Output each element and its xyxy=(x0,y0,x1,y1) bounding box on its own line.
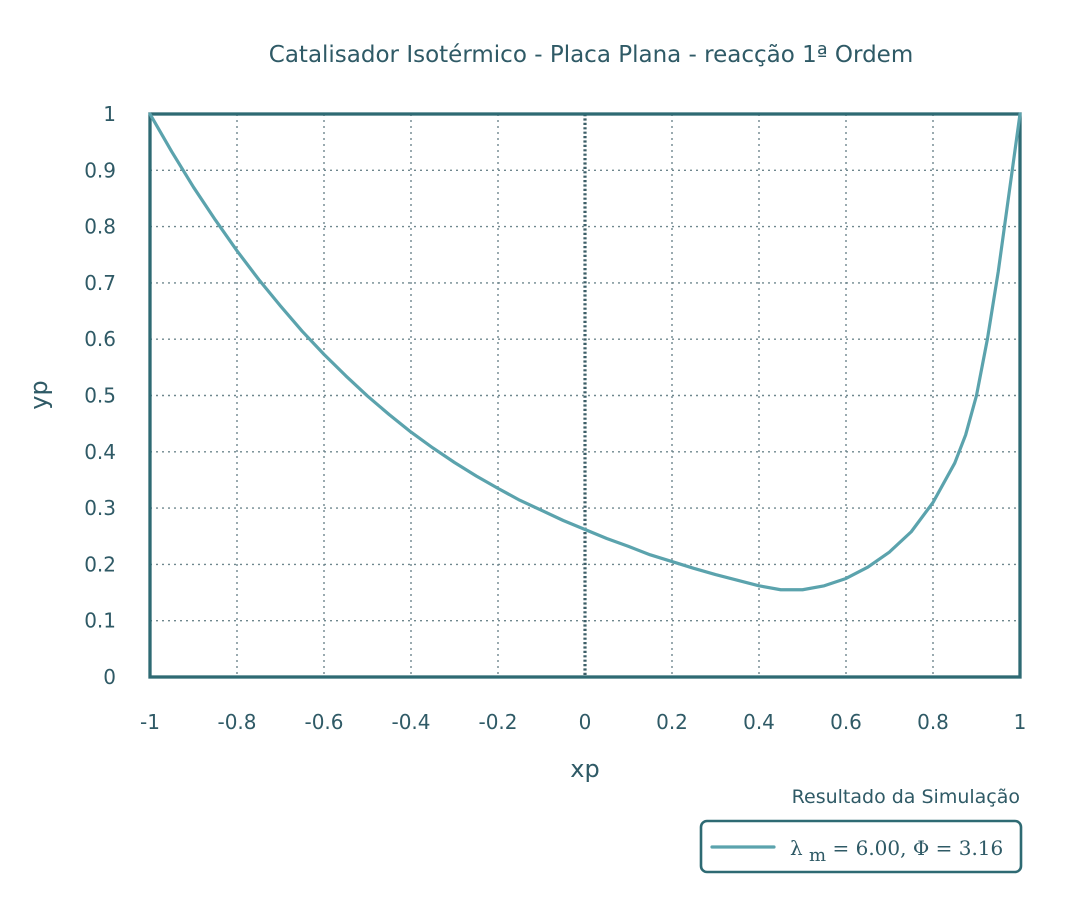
legend-box xyxy=(699,819,1023,874)
x-tick-label: 0 xyxy=(579,710,592,734)
y-tick-label: 1 xyxy=(103,102,116,126)
y-tick-label: 0.7 xyxy=(84,271,116,295)
series-layer xyxy=(148,112,1022,592)
legend: Resultado da Simulação λ m = 6.00, Φ = 3… xyxy=(699,786,1023,874)
x-tick-label: 1 xyxy=(1014,710,1027,734)
y-tick-label: 0.5 xyxy=(84,384,116,408)
legend-series-text: = 6.00, Φ = 3.16 xyxy=(832,836,1003,860)
legend-series-symbol: λ xyxy=(790,836,803,860)
x-axis-label: xp xyxy=(570,755,599,783)
y-tick-label: 0.2 xyxy=(84,552,116,576)
y-axis-label: yp xyxy=(25,380,53,409)
x-tick-label: -1 xyxy=(140,710,160,734)
x-tick-label: -0.4 xyxy=(391,710,430,734)
x-tick-label: 0.6 xyxy=(830,710,862,734)
x-ticks: -1 -0.8 -0.6 -0.4 -0.2 0 0.2 0.4 0.6 0.8 1 xyxy=(140,710,1026,734)
y-tick-label: 0.6 xyxy=(84,327,116,351)
legend-title: Resultado da Simulação xyxy=(792,786,1020,808)
y-tick-label: 0.9 xyxy=(84,158,116,182)
y-ticks: 0 0.1 0.2 0.3 0.4 0.5 0.6 0.7 0.8 0.9 1 xyxy=(84,102,116,689)
legend-series-subscript: m xyxy=(809,845,826,866)
y-tick-label: 0 xyxy=(103,665,116,689)
x-tick-label: -0.8 xyxy=(217,710,256,734)
y-tick-label: 0.1 xyxy=(84,609,116,633)
x-tick-label: -0.6 xyxy=(304,710,343,734)
y-tick-label: 0.8 xyxy=(84,215,116,239)
grid-lines xyxy=(150,114,1020,677)
y-tick-label: 0.3 xyxy=(84,496,116,520)
x-tick-label: 0.8 xyxy=(917,710,949,734)
x-tick-label: 0.2 xyxy=(656,710,688,734)
x-tick-label: 0.4 xyxy=(743,710,775,734)
x-tick-label: -0.2 xyxy=(478,710,517,734)
legend-series-label: λ m = 6.00, Φ = 3.16 xyxy=(790,836,1003,866)
series-line-0 xyxy=(148,112,1022,592)
chart-title: Catalisador Isotérmico - Placa Plana - r… xyxy=(269,42,913,68)
y-tick-label: 0.4 xyxy=(84,440,116,464)
plot-frame xyxy=(148,112,1022,679)
